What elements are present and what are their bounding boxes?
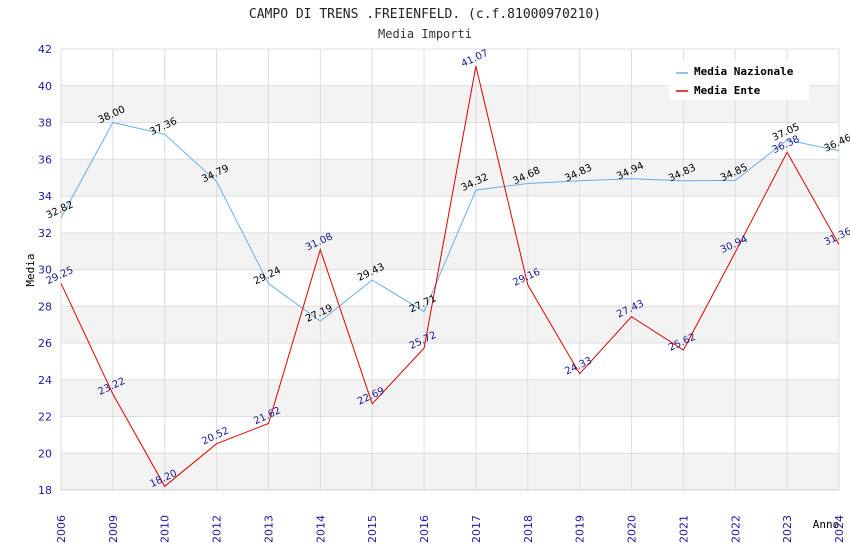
x-tick-label: 2010 [159, 515, 172, 543]
legend-box [669, 60, 809, 100]
y-axis-label: Media [24, 253, 37, 286]
legend-label-media-ente: Media Ente [694, 84, 761, 97]
x-tick-label: 2015 [366, 515, 379, 543]
x-axis-label: Anno [813, 518, 840, 531]
y-tick-label: 32 [38, 227, 52, 240]
y-tick-label: 22 [38, 411, 52, 424]
y-axis-ticks: 18 20 22 24 26 28 30 32 34 36 38 40 42 [38, 43, 52, 497]
x-tick-label: 2009 [107, 515, 120, 543]
y-tick-label: 40 [38, 80, 52, 93]
x-tick-label: 2017 [470, 515, 483, 543]
y-tick-label: 28 [38, 300, 52, 313]
band-36 [61, 122, 839, 160]
series-line-media-nazionale [60, 121, 840, 322]
y-tick-label: 30 [38, 264, 52, 277]
series-lines [60, 65, 840, 488]
x-tick-label: 2023 [781, 515, 794, 543]
y-tick-label: 18 [38, 484, 52, 497]
x-tick-label: 2020 [626, 515, 639, 543]
background-bands [61, 49, 839, 490]
y-tick-label: 20 [38, 447, 52, 460]
y-tick-label: 34 [38, 190, 52, 203]
y-tick-label: 24 [38, 374, 52, 387]
band-32 [61, 196, 839, 233]
band-20 [61, 416, 839, 454]
y-tick-label: 38 [38, 117, 52, 130]
x-tick-label: 2022 [729, 515, 742, 543]
x-axis-ticks: 2006 2009 2010 2012 2013 2014 2015 2016 2017 2018… [55, 515, 846, 543]
series-line-media-ente [60, 65, 840, 488]
y-tick-label: 36 [38, 153, 52, 166]
band-24 [61, 343, 839, 380]
gridlines [60, 48, 840, 491]
x-tick-label: 2016 [418, 515, 431, 543]
chart-title: CAMPO DI TRENS .FREIENFELD. (c.f.8100097… [249, 7, 601, 22]
x-tick-label: 2019 [574, 515, 587, 543]
x-tick-label: 2012 [211, 515, 224, 543]
band-18 [61, 453, 839, 490]
y-tick-label: 42 [38, 43, 52, 56]
x-tick-label: 2013 [262, 515, 275, 543]
x-tick-label: 2024 [833, 515, 846, 543]
x-tick-label: 2014 [314, 515, 327, 543]
band-22 [61, 379, 839, 417]
band-28 [61, 269, 839, 307]
x-tick-label: 2006 [55, 515, 68, 543]
chart-subtitle: Media Importi [378, 27, 472, 41]
x-tick-label: 2021 [677, 515, 690, 543]
y-tick-label: 26 [38, 337, 52, 350]
x-tick-label: 2018 [522, 515, 535, 543]
band-26 [61, 306, 839, 343]
legend-label-media-nazionale: Media Nazionale [694, 65, 794, 78]
band-34 [61, 159, 839, 196]
legend: Media Nazionale Media Ente [669, 60, 809, 100]
